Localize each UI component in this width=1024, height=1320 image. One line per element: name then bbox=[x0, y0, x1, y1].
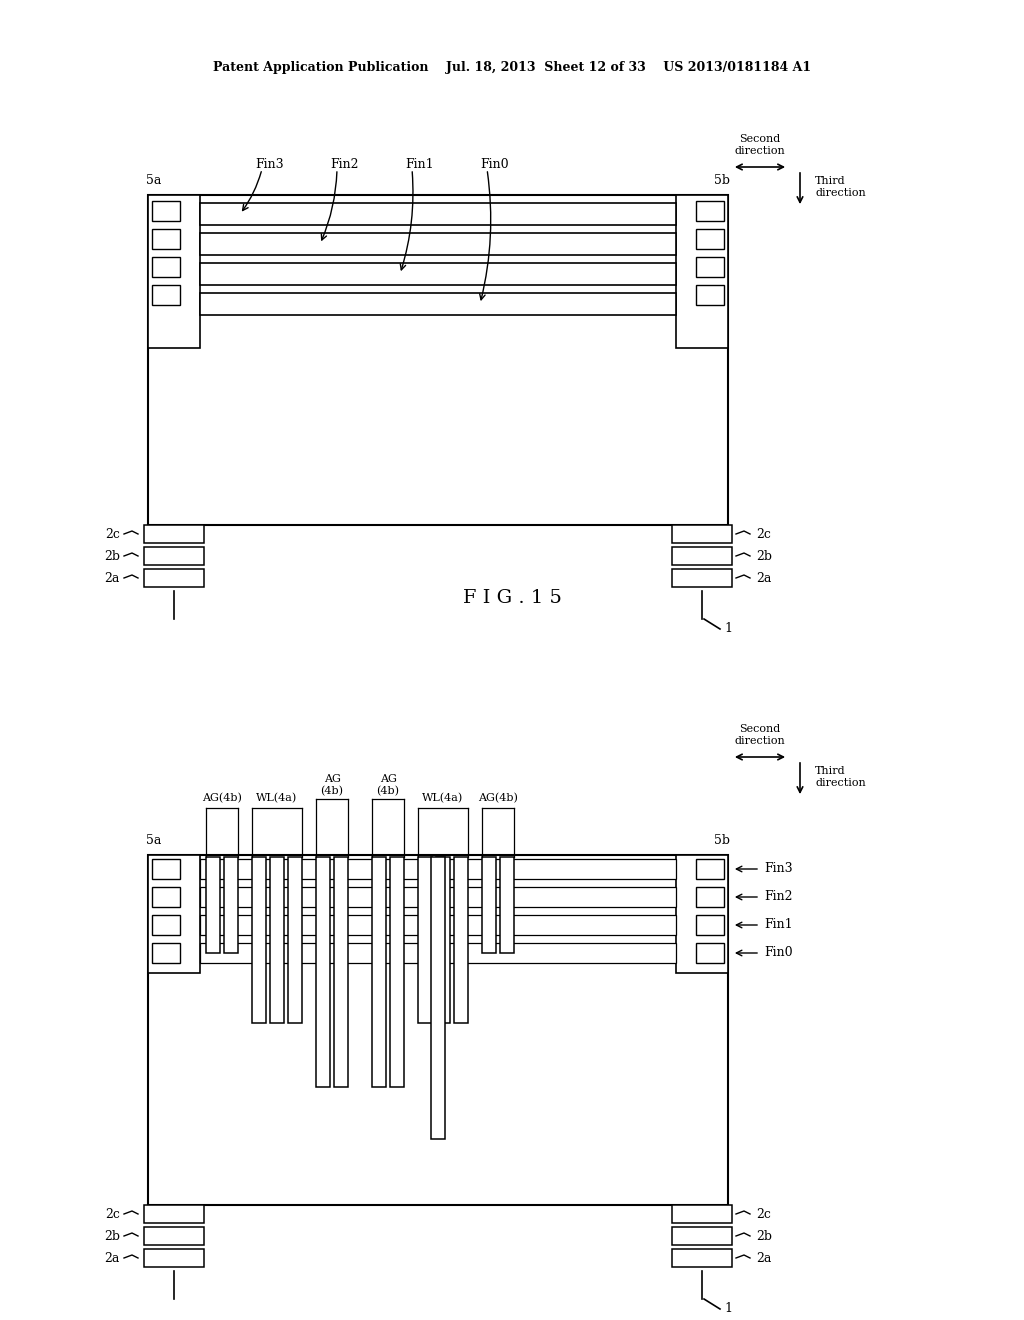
Text: 5a: 5a bbox=[146, 173, 162, 186]
Bar bbox=[200, 293, 676, 315]
Text: 2a: 2a bbox=[104, 1251, 120, 1265]
Text: Fin3: Fin3 bbox=[256, 158, 285, 172]
Text: 5b: 5b bbox=[714, 833, 730, 846]
Text: AG
(4b): AG (4b) bbox=[377, 774, 399, 796]
Text: 5a: 5a bbox=[146, 833, 162, 846]
Bar bbox=[200, 887, 676, 907]
Text: WL(4a): WL(4a) bbox=[256, 793, 298, 803]
Text: 2c: 2c bbox=[105, 1208, 120, 1221]
Text: 1: 1 bbox=[724, 1303, 732, 1316]
Bar bbox=[672, 546, 732, 565]
Text: Second
direction: Second direction bbox=[734, 725, 785, 746]
Text: Fin1: Fin1 bbox=[764, 919, 793, 932]
Text: 2a: 2a bbox=[756, 1251, 771, 1265]
Bar bbox=[144, 525, 204, 543]
Text: 2a: 2a bbox=[104, 572, 120, 585]
Bar bbox=[431, 857, 445, 1139]
Bar bbox=[152, 285, 180, 305]
Bar bbox=[200, 234, 676, 255]
Text: Patent Application Publication    Jul. 18, 2013  Sheet 12 of 33    US 2013/01811: Patent Application Publication Jul. 18, … bbox=[213, 62, 811, 74]
Bar bbox=[252, 857, 266, 1023]
Bar bbox=[152, 915, 180, 935]
Bar bbox=[200, 263, 676, 285]
Text: Third
direction: Third direction bbox=[815, 176, 865, 198]
Bar bbox=[144, 1249, 204, 1267]
Bar bbox=[152, 887, 180, 907]
Text: Fin1: Fin1 bbox=[406, 158, 434, 172]
Text: 2b: 2b bbox=[756, 1229, 772, 1242]
Bar bbox=[152, 228, 180, 249]
Bar bbox=[696, 257, 724, 277]
Bar bbox=[672, 525, 732, 543]
Text: Second
direction: Second direction bbox=[734, 135, 785, 156]
Bar bbox=[152, 201, 180, 220]
Text: 2b: 2b bbox=[104, 549, 120, 562]
Bar bbox=[672, 1205, 732, 1224]
Bar bbox=[696, 285, 724, 305]
Bar bbox=[144, 569, 204, 587]
Bar bbox=[200, 915, 676, 935]
Bar bbox=[372, 857, 386, 1088]
Bar bbox=[696, 201, 724, 220]
Bar bbox=[436, 857, 450, 1023]
Bar bbox=[482, 857, 496, 953]
Text: AG(4b): AG(4b) bbox=[202, 793, 242, 803]
Bar bbox=[148, 195, 728, 525]
Bar bbox=[144, 1228, 204, 1245]
Bar bbox=[418, 857, 432, 1023]
Bar bbox=[270, 857, 284, 1023]
Bar bbox=[316, 857, 330, 1088]
Bar bbox=[148, 855, 200, 973]
Text: 2b: 2b bbox=[756, 549, 772, 562]
Bar bbox=[696, 228, 724, 249]
Bar bbox=[206, 857, 220, 953]
Bar bbox=[224, 857, 238, 953]
Text: Fin3: Fin3 bbox=[764, 862, 793, 875]
Bar bbox=[672, 1228, 732, 1245]
Bar bbox=[390, 857, 404, 1088]
Text: AG
(4b): AG (4b) bbox=[321, 774, 343, 796]
Text: 1: 1 bbox=[724, 623, 732, 635]
Bar bbox=[152, 942, 180, 964]
Bar bbox=[152, 859, 180, 879]
Text: WL(4a): WL(4a) bbox=[422, 793, 464, 803]
Text: Fin2: Fin2 bbox=[331, 158, 359, 172]
Bar bbox=[500, 857, 514, 953]
Bar bbox=[672, 569, 732, 587]
Bar bbox=[152, 257, 180, 277]
Bar bbox=[144, 1205, 204, 1224]
Bar bbox=[148, 855, 728, 1205]
Bar bbox=[200, 203, 676, 224]
Text: Fin2: Fin2 bbox=[764, 891, 793, 903]
Bar bbox=[454, 857, 468, 1023]
Bar bbox=[696, 859, 724, 879]
Text: AG(4b): AG(4b) bbox=[478, 793, 518, 803]
Text: 5b: 5b bbox=[714, 173, 730, 186]
Text: Fin0: Fin0 bbox=[764, 946, 793, 960]
Bar bbox=[696, 915, 724, 935]
Bar bbox=[672, 1249, 732, 1267]
Text: Third
direction: Third direction bbox=[815, 766, 865, 788]
Bar bbox=[696, 942, 724, 964]
Bar bbox=[696, 887, 724, 907]
Text: Fin0: Fin0 bbox=[480, 158, 509, 172]
Text: F I G . 1 5: F I G . 1 5 bbox=[463, 589, 561, 607]
Bar bbox=[334, 857, 348, 1088]
Bar bbox=[288, 857, 302, 1023]
Text: 2c: 2c bbox=[756, 528, 771, 540]
Bar bbox=[200, 942, 676, 964]
Text: 2c: 2c bbox=[105, 528, 120, 540]
Bar bbox=[200, 859, 676, 879]
Bar bbox=[676, 855, 728, 973]
Text: 2c: 2c bbox=[756, 1208, 771, 1221]
Text: 2b: 2b bbox=[104, 1229, 120, 1242]
Bar bbox=[676, 195, 728, 348]
Text: 2a: 2a bbox=[756, 572, 771, 585]
Bar bbox=[144, 546, 204, 565]
Bar bbox=[148, 195, 200, 348]
